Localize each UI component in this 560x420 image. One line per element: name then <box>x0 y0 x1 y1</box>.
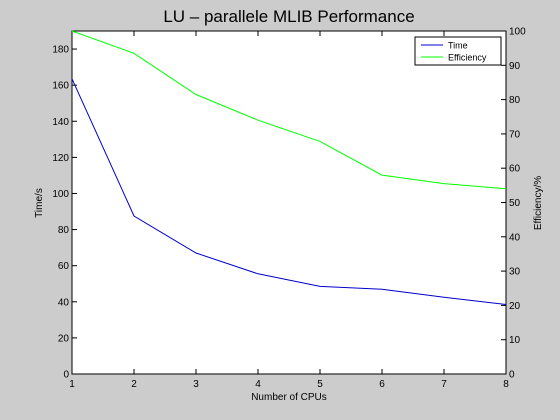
plot-area <box>71 30 507 375</box>
x-tick-label: 2 <box>131 379 137 390</box>
x-tick-label: 3 <box>193 379 199 390</box>
y-left-tick-label: 80 <box>58 225 70 236</box>
y-axis-left: 0 20 40 60 80 100 120 140 160 180 <box>52 45 77 381</box>
y-left-tick-label: 120 <box>52 153 69 164</box>
x-axis: 1 2 3 4 5 6 7 8 <box>69 31 509 390</box>
y-right-tick-label: 0 <box>509 370 515 381</box>
x-tick-label: 4 <box>255 379 261 390</box>
y-right-tick-label: 80 <box>509 95 521 106</box>
y-right-tick-label: 30 <box>509 267 521 278</box>
x-tick-label: 5 <box>317 379 323 390</box>
y-left-tick-label: 60 <box>58 261 70 272</box>
x-tick-label: 6 <box>379 379 385 390</box>
legend: Time Efficiency <box>414 36 502 66</box>
x-tick-label: 8 <box>503 379 509 390</box>
legend-label-efficiency: Efficiency <box>448 53 487 63</box>
y-right-tick-label: 60 <box>509 164 521 175</box>
y-axis-left-label: Time/s <box>34 188 45 218</box>
x-tick-label: 7 <box>441 379 447 390</box>
legend-box <box>414 36 502 66</box>
legend-label-time: Time <box>448 41 468 51</box>
x-tick-label: 1 <box>69 379 75 390</box>
series-line-time <box>71 78 507 305</box>
series-line-efficiency <box>71 30 507 190</box>
y-right-tick-label: 20 <box>509 301 521 312</box>
y-left-tick-label: 0 <box>63 370 69 381</box>
y-left-tick-label: 20 <box>58 333 70 344</box>
series-layer <box>71 30 507 305</box>
y-left-tick-label: 160 <box>52 81 69 92</box>
y-left-tick-label: 140 <box>52 117 69 128</box>
y-right-tick-label: 40 <box>509 232 521 243</box>
y-axis-right: 0 10 20 30 40 50 60 70 80 90 100 <box>501 27 526 381</box>
y-left-tick-label: 40 <box>58 297 70 308</box>
x-axis-label: Number of CPUs <box>251 392 327 403</box>
y-axis-right-label: Efficiency/% <box>533 176 544 230</box>
chart-title: LU – parallele MLIB Performance <box>163 7 414 26</box>
y-right-tick-label: 100 <box>509 27 526 38</box>
y-right-tick-label: 90 <box>509 61 521 72</box>
y-left-tick-label: 100 <box>52 189 69 200</box>
y-right-tick-label: 70 <box>509 129 521 140</box>
y-right-tick-label: 10 <box>509 335 521 346</box>
y-right-tick-label: 50 <box>509 198 521 209</box>
y-left-tick-label: 180 <box>52 45 69 56</box>
